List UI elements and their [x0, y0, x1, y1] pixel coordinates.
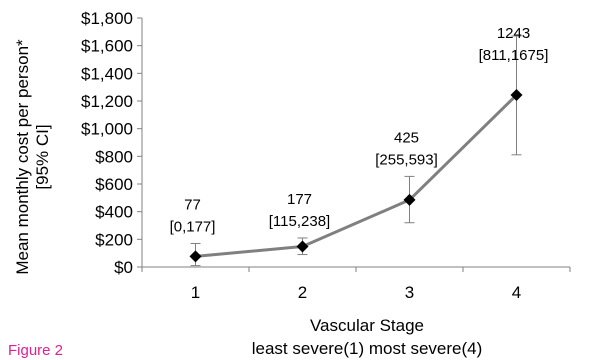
- y-tick-label: $1,000: [81, 120, 133, 139]
- series-line: [195, 93, 518, 258]
- y-tick-labels: $0 $200 $400 $600 $800 $1,000 $1,200 $1,400 $1,6…: [81, 9, 133, 277]
- data-label-ci: [811,1675]: [479, 47, 549, 64]
- data-point-marker: [296, 240, 309, 253]
- data-point-marker: [189, 250, 202, 263]
- y-tick-label: $1,600: [81, 37, 133, 56]
- x-axis-title-line1: Vascular Stage: [310, 316, 424, 335]
- y-tick-label: $1,200: [81, 92, 133, 111]
- x-tick-labels: 1 2 3 4: [191, 283, 521, 302]
- data-label-ci: [115,238]: [269, 213, 330, 230]
- y-tick-label: $1,400: [81, 64, 133, 83]
- data-label-value: 177: [287, 191, 312, 208]
- error-bars: [190, 35, 522, 267]
- axes: [137, 17, 571, 272]
- y-tick-label: $800: [95, 147, 133, 166]
- x-tick-label: 2: [298, 283, 307, 302]
- x-tick-label: 4: [512, 283, 521, 302]
- y-tick-label: $600: [95, 175, 133, 194]
- y-tick-label: $400: [95, 203, 133, 222]
- data-label-value: 425: [394, 129, 419, 146]
- x-tick-label: 3: [405, 283, 414, 302]
- data-labels: 77 [0,177] 177 [115,238] 425 [255,593] 1243 [81…: [170, 25, 549, 235]
- y-tick-label: $0: [114, 258, 133, 277]
- y-axis-title-line1: Mean monthly cost per person*: [13, 39, 32, 275]
- data-point-marker: [510, 89, 523, 102]
- data-label-value: 77: [184, 196, 201, 213]
- figure-caption: Figure 2: [8, 342, 63, 359]
- y-tick-label: $200: [95, 230, 133, 249]
- y-tick-label: $1,800: [81, 9, 133, 28]
- x-tick-label: 1: [191, 283, 200, 302]
- series-polyline: [195, 93, 518, 258]
- data-label-ci: [255,593]: [375, 151, 438, 168]
- data-point-marker: [403, 193, 416, 206]
- data-label-ci: [0,177]: [170, 218, 216, 235]
- data-markers: [189, 89, 523, 263]
- x-axis-title-line2: least severe(1) most severe(4): [252, 339, 483, 358]
- y-axis-title-line2: [95% CI]: [33, 124, 52, 189]
- data-label-value: 1243: [497, 25, 530, 42]
